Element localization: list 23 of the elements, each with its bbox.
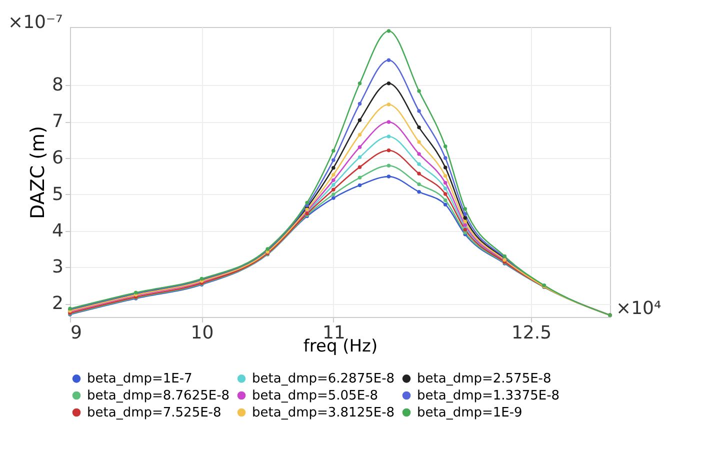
y-axis-title: DAZC (m) [27,126,50,219]
legend-label: beta_dmp=8.7625E-8 [87,388,230,404]
y-tick-label: 4 [52,220,64,242]
y-tick-label: 8 [52,74,64,96]
legend-label: beta_dmp=7.525E-8 [87,406,222,420]
x-tick-label: 11 [322,322,346,344]
x-tick-label: 9 [70,322,82,344]
text: ×10⁻⁷ [8,12,63,33]
legend-label: beta_dmp=2.575E-8 [417,372,552,387]
legend-label: beta_dmp=1E-7 [87,372,192,387]
legend-label: beta_dmp=3.8125E-8 [252,406,395,420]
y-tick-label: 5 [52,184,64,205]
x-tick-label: 12.5 [511,322,552,344]
legend-label: beta_dmp=5.05E-8 [252,388,378,404]
legend-label: beta_dmp=6.2875E-8 [252,372,395,387]
text: ×10⁴ [616,298,662,319]
y-tick-label: 7 [52,111,64,132]
y-tick-label: 2 [52,293,64,314]
y-tick-label: 3 [52,256,64,278]
legend-label: beta_dmp=1.3375E-8 [417,388,560,404]
legend-label: beta_dmp=1E-9 [417,406,522,420]
x-tick-label: 10 [190,322,214,344]
y-tick-label: 6 [52,147,64,168]
